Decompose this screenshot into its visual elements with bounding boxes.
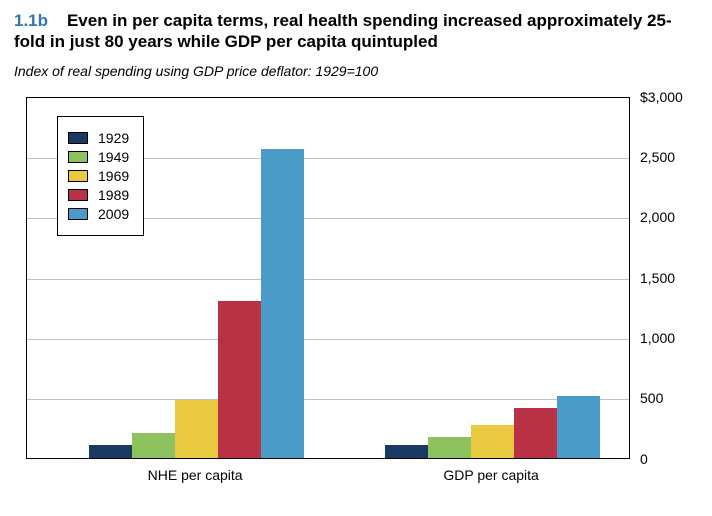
figure-subtitle: Index of real spending using GDP price d…: [14, 63, 698, 79]
legend-item: 1929: [68, 130, 129, 146]
y-tick-label: $3,000: [640, 89, 698, 105]
bar: [261, 149, 304, 458]
figure-number: 1.1b: [14, 11, 48, 30]
grid-line: [27, 339, 629, 340]
legend: 1929 1949 1969 1989 2009: [57, 116, 144, 236]
bar: [557, 396, 600, 458]
y-tick-label: 2,000: [640, 209, 698, 225]
legend-swatch: [68, 151, 88, 163]
y-tick-label: 1,000: [640, 330, 698, 346]
figure-title-block: 1.1b Even in per capita terms, real heal…: [14, 10, 698, 53]
bar-chart: 1929 1949 1969 1989 2009 0 500 1,000 1,500 2,000 2…: [14, 89, 698, 503]
x-category-label: GDP per capita: [443, 467, 538, 483]
legend-label: 1969: [98, 168, 129, 184]
bar: [514, 408, 557, 457]
legend-swatch: [68, 208, 88, 220]
legend-item: 2009: [68, 206, 129, 222]
x-category-label: NHE per capita: [148, 467, 243, 483]
bar: [89, 445, 132, 457]
bar: [428, 437, 471, 458]
legend-label: 1989: [98, 187, 129, 203]
figure-title: Even in per capita terms, real health sp…: [14, 11, 672, 51]
legend-label: 2009: [98, 206, 129, 222]
legend-label: 1949: [98, 149, 129, 165]
y-tick-label: 2,500: [640, 149, 698, 165]
grid-line: [27, 399, 629, 400]
legend-item: 1969: [68, 168, 129, 184]
legend-swatch: [68, 132, 88, 144]
bar: [471, 425, 514, 458]
legend-label: 1929: [98, 130, 129, 146]
y-tick-label: 500: [640, 390, 698, 406]
legend-item: 1949: [68, 149, 129, 165]
legend-swatch: [68, 170, 88, 182]
y-tick-label: 1,500: [640, 270, 698, 286]
y-tick-label: 0: [640, 451, 698, 467]
legend-item: 1989: [68, 187, 129, 203]
bar: [132, 433, 175, 457]
bar: [385, 445, 428, 457]
grid-line: [27, 279, 629, 280]
legend-swatch: [68, 189, 88, 201]
bar: [218, 301, 261, 458]
bar: [175, 400, 218, 458]
plot-area: 1929 1949 1969 1989 2009: [26, 97, 630, 459]
